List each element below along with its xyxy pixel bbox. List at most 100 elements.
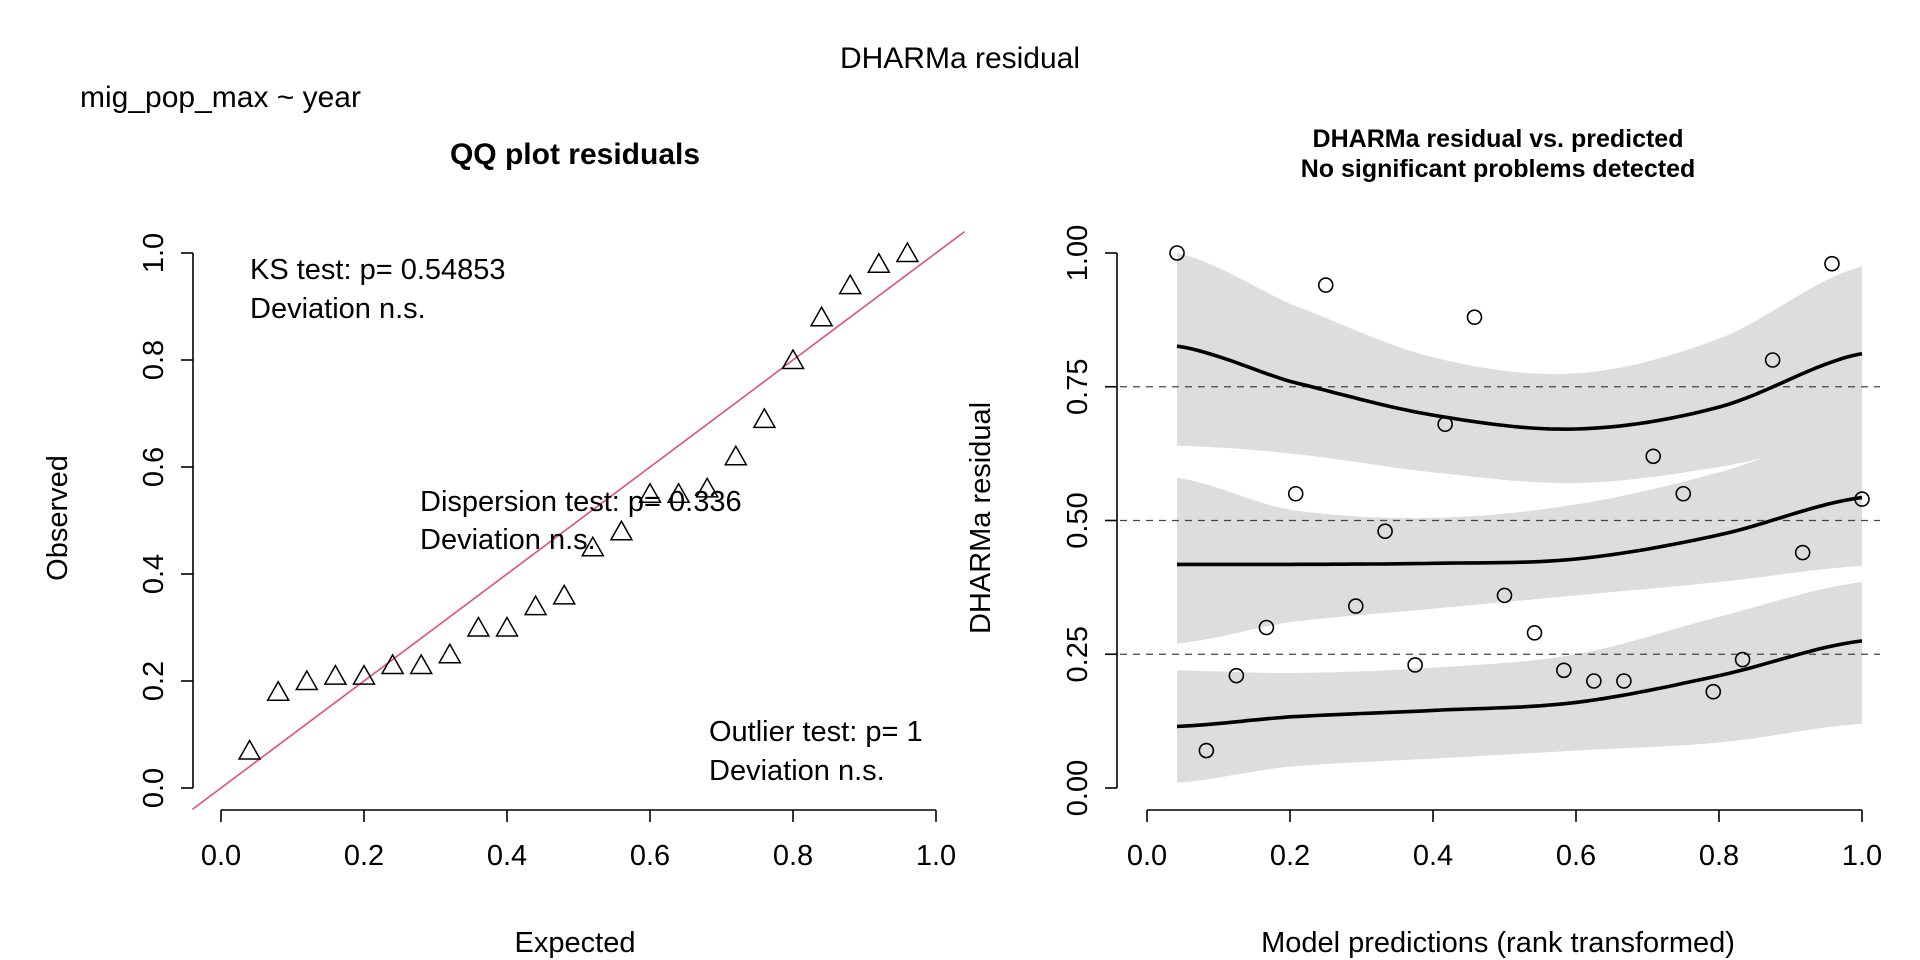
rp-points <box>1169 245 1870 759</box>
qq-y-tick-label: 0.4 <box>138 554 170 594</box>
residual-point <box>1437 416 1453 433</box>
residual-point <box>1586 673 1602 689</box>
residual-point <box>1496 587 1513 604</box>
qq-point-marker <box>638 482 662 503</box>
qq-point-marker <box>266 680 290 701</box>
qq-points <box>237 241 920 760</box>
residual-point <box>1705 683 1722 700</box>
rp-x-tick-label: 0.0 <box>1127 840 1167 872</box>
qq-point-marker <box>895 241 920 263</box>
qq-axes: 0.0 0.2 0.4 0.6 0.8 1.0 0.0 0.2 0.4 0.6 0.8 1.0 <box>138 233 956 872</box>
model-formula: mig_pop_max ~ year <box>80 81 361 114</box>
ks-test-text: KS test: p= 0.54853 <box>250 254 506 286</box>
qq-point-marker <box>295 669 319 691</box>
outlier-deviation-text: Deviation n.s. <box>709 755 885 787</box>
rp-y-tick-label: 0.50 <box>1062 492 1094 548</box>
qq-point-marker <box>523 594 548 616</box>
qq-point-marker <box>809 305 834 327</box>
qq-point-marker <box>838 273 862 295</box>
residual-point <box>1198 742 1215 759</box>
dispersion-test-text: Dispersion test: p= 0.336 <box>420 486 742 518</box>
residual-point <box>1794 544 1811 561</box>
figure-main-title: DHARMa residual <box>840 42 1080 75</box>
qq-point-marker <box>237 739 262 760</box>
qq-point-marker <box>438 642 462 664</box>
residual-point <box>1228 667 1245 684</box>
qq-point-marker <box>867 252 891 273</box>
rp-title-line1: DHARMa residual vs. predicted <box>1313 125 1684 153</box>
residual-point <box>1466 309 1483 326</box>
qq-point-marker <box>581 535 605 557</box>
residual-point <box>1764 352 1781 368</box>
qq-y-tick-label: 0.2 <box>138 661 170 701</box>
qq-point-marker <box>409 653 433 675</box>
residual-point <box>1616 673 1632 689</box>
qq-point-marker <box>666 482 691 503</box>
rp-x-tick-label: 0.2 <box>1270 840 1310 872</box>
residual-vs-predicted-panel: DHARMa residual vs. predicted No signifi… <box>965 125 1882 959</box>
residual-point <box>1317 277 1334 293</box>
qq-y-tick-label: 0.0 <box>138 768 170 808</box>
outlier-test-text: Outlier test: p= 1 <box>709 716 923 748</box>
rp-title-line2: No significant problems detected <box>1301 155 1696 183</box>
qq-point-marker <box>380 653 405 675</box>
qq-point-marker <box>323 664 348 685</box>
qq-x-tick-label: 0.2 <box>344 840 384 872</box>
qq-plot-panel: QQ plot residuals 0.0 0.2 0.4 0.6 0.8 1.00.00… <box>42 138 966 959</box>
qq-reference-line <box>191 230 966 811</box>
residual-point <box>1407 657 1423 673</box>
residual-point <box>1377 523 1393 540</box>
residual-point <box>1526 625 1543 641</box>
rp-y-axis-label: DHARMa residual <box>965 402 997 634</box>
qq-point-marker <box>466 615 491 637</box>
quantile-band-0.25 <box>1177 582 1862 783</box>
qq-point-marker <box>752 407 777 429</box>
qq-y-axis-label: Observed <box>42 455 74 581</box>
rp-y-tick-label: 1.00 <box>1062 225 1094 281</box>
dispersion-deviation-text: Deviation n.s. <box>420 524 596 556</box>
residual-point <box>1258 619 1275 636</box>
qq-point-marker <box>552 583 576 605</box>
rp-x-tick-label: 1.0 <box>1842 840 1882 872</box>
quantile-confidence-bands <box>1177 253 1862 783</box>
residual-point <box>1287 485 1304 502</box>
qq-y-tick-label: 0.6 <box>138 447 170 487</box>
residual-point <box>1645 448 1662 465</box>
quantile-fit-0.5 <box>1177 495 1863 567</box>
residual-point <box>1556 662 1572 679</box>
quantile-fit-0.75 <box>1176 344 1863 432</box>
rp-axes: 0.0 0.2 0.4 0.6 0.8 1.0 0.00 0.25 0.50 0.75 1.00 <box>1062 225 1882 872</box>
qq-x-tick-label: 0.6 <box>630 840 670 872</box>
qq-point-marker <box>695 476 719 498</box>
residual-point <box>1734 651 1751 668</box>
qq-plot-title: QQ plot residuals <box>450 138 700 171</box>
qq-y-tick-label: 1.0 <box>138 233 170 273</box>
residual-point <box>1854 491 1870 507</box>
quantile-band-0.75 <box>1177 253 1862 484</box>
qq-x-axis-label: Expected <box>515 927 636 959</box>
residual-point <box>1675 485 1692 502</box>
rp-y-tick-label: 0.75 <box>1062 359 1094 415</box>
qq-point-marker <box>609 519 634 541</box>
rp-x-tick-label: 0.6 <box>1556 840 1596 872</box>
qq-x-tick-label: 0.4 <box>487 840 527 872</box>
residual-point <box>1824 255 1840 272</box>
rp-y-tick-label: 0.25 <box>1062 626 1094 682</box>
quantile-fit-lines <box>1176 344 1863 729</box>
qq-point-marker <box>352 664 376 685</box>
qq-x-tick-label: 0.0 <box>201 840 241 872</box>
rp-y-tick-label: 0.00 <box>1062 760 1094 816</box>
rp-x-tick-label: 0.4 <box>1413 840 1453 872</box>
qq-x-tick-label: 0.8 <box>773 840 813 872</box>
qq-point-marker <box>781 348 805 370</box>
rp-x-axis-label: Model predictions (rank transformed) <box>1261 927 1735 959</box>
quantile-band-0.5 <box>1177 426 1862 644</box>
ks-deviation-text: Deviation n.s. <box>250 293 426 325</box>
quantile-reference-lines <box>1120 386 1880 655</box>
rp-x-tick-label: 0.8 <box>1699 840 1739 872</box>
qq-point-marker <box>495 615 519 637</box>
qq-y-tick-label: 0.8 <box>138 340 170 380</box>
qq-x-tick-label: 1.0 <box>916 840 956 872</box>
residual-point <box>1347 598 1364 614</box>
